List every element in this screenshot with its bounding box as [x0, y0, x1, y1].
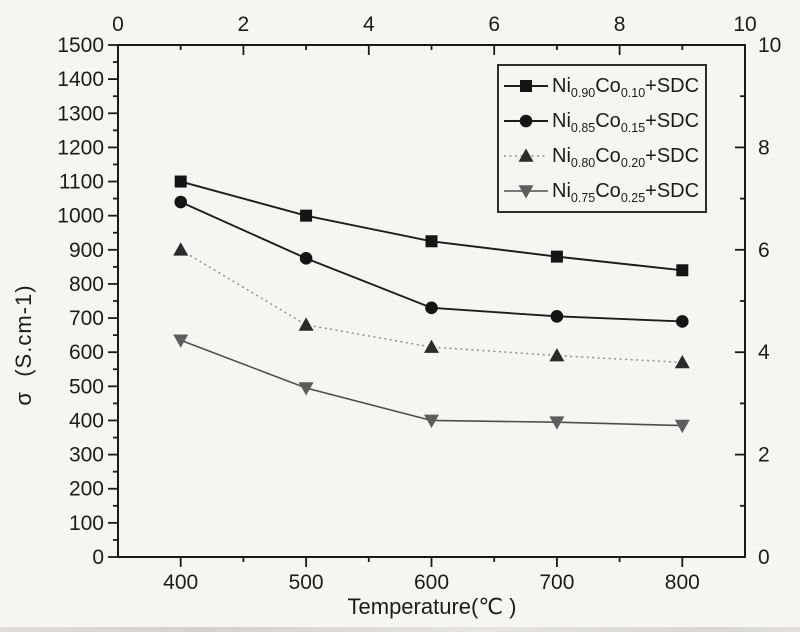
- x-axis-title: Temperature(℃ ): [347, 594, 517, 619]
- y-tick-label: 300: [69, 444, 104, 467]
- marker-square: [550, 250, 563, 263]
- right-tick-label: 4: [758, 341, 770, 364]
- top-tick-label: 8: [614, 13, 626, 36]
- top-tick-label: 2: [238, 13, 250, 36]
- marker-triangle-down: [173, 334, 189, 348]
- marker-circle: [425, 301, 438, 315]
- legend-key-square-icon: [503, 77, 549, 95]
- marker-triangle-up: [674, 354, 690, 369]
- legend-item-1: Ni0.85Co0.15+SDC: [503, 110, 703, 136]
- y-tick-label: 400: [69, 409, 104, 432]
- y-tick-label: 900: [69, 239, 104, 262]
- marker-circle: [174, 195, 187, 209]
- y-tick-label: 1100: [59, 171, 104, 194]
- x-tick-label: 400: [163, 571, 198, 594]
- x-tick-label: 500: [289, 571, 324, 594]
- top-tick-label: 10: [733, 13, 756, 36]
- y-tick-label: 700: [69, 307, 104, 330]
- y-tick-label: 200: [69, 478, 104, 501]
- legend-label: Ni0.80Co0.20+SDC: [552, 144, 700, 170]
- y-tick-label: 1200: [57, 136, 104, 159]
- top-tick-label: 4: [363, 13, 375, 36]
- legend-item-3: Ni0.75Co0.25+SDC: [503, 179, 703, 205]
- series-line-2: [180, 249, 683, 364]
- right-tick-label: 10: [758, 34, 781, 57]
- top-tick-label: 6: [488, 13, 500, 36]
- x-tick-label: 800: [665, 571, 700, 594]
- scan-edge-artifact: [0, 627, 800, 632]
- legend-item-0: Ni0.90Co0.10+SDC: [503, 75, 703, 101]
- marker-circle: [676, 315, 689, 328]
- legend-label: Ni0.75Co0.25+SDC: [552, 179, 700, 205]
- marker-triangle-down: [549, 416, 565, 430]
- right-tick-label: 2: [758, 444, 770, 467]
- marker-square: [676, 264, 689, 277]
- marker-triangle-up: [549, 348, 565, 362]
- right-tick-label: 0: [758, 546, 770, 569]
- legend-key-triangle-up-icon: [503, 147, 549, 165]
- legend-item-2: Ni0.80Co0.20+SDC: [503, 144, 703, 170]
- legend: Ni0.90Co0.10+SDC Ni0.85Co0.15+SDC Ni0.80Co…: [497, 64, 707, 213]
- marker-square: [300, 209, 313, 222]
- y-axis-title: σ (S.cm-1): [11, 284, 36, 406]
- y-tick-label: 1500: [57, 34, 104, 57]
- right-tick-label: 6: [758, 239, 770, 262]
- marker-triangle-up: [298, 317, 314, 331]
- marker-triangle-down: [424, 414, 439, 428]
- legend-label: Ni0.90Co0.10+SDC: [552, 75, 700, 101]
- marker-triangle-up: [173, 242, 189, 256]
- right-tick-label: 8: [758, 136, 770, 159]
- marker-circle: [550, 310, 564, 323]
- y-tick-label: 800: [69, 273, 104, 296]
- marker-square: [174, 175, 187, 188]
- marker-triangle-up: [424, 339, 439, 353]
- marker-triangle-down: [298, 382, 314, 396]
- top-tick-label: 0: [112, 13, 124, 36]
- marker-triangle-down: [674, 419, 690, 434]
- y-tick-label: 1400: [57, 68, 104, 91]
- marker-square: [425, 235, 438, 248]
- legend-key-triangle-down-icon: [503, 182, 549, 200]
- y-tick-label: 100: [69, 512, 104, 535]
- y-tick-label: 1000: [57, 205, 104, 228]
- y-tick-label: 0: [92, 546, 104, 569]
- y-tick-label: 600: [69, 341, 104, 364]
- x-tick-label: 600: [414, 571, 449, 594]
- marker-circle: [299, 252, 313, 265]
- y-tick-label: 500: [69, 375, 104, 398]
- series-line-3: [180, 339, 683, 427]
- legend-key-circle-icon: [503, 112, 549, 130]
- x-tick-label: 700: [539, 571, 574, 594]
- legend-label: Ni0.85Co0.15+SDC: [552, 110, 700, 136]
- y-tick-label: 1300: [57, 102, 104, 125]
